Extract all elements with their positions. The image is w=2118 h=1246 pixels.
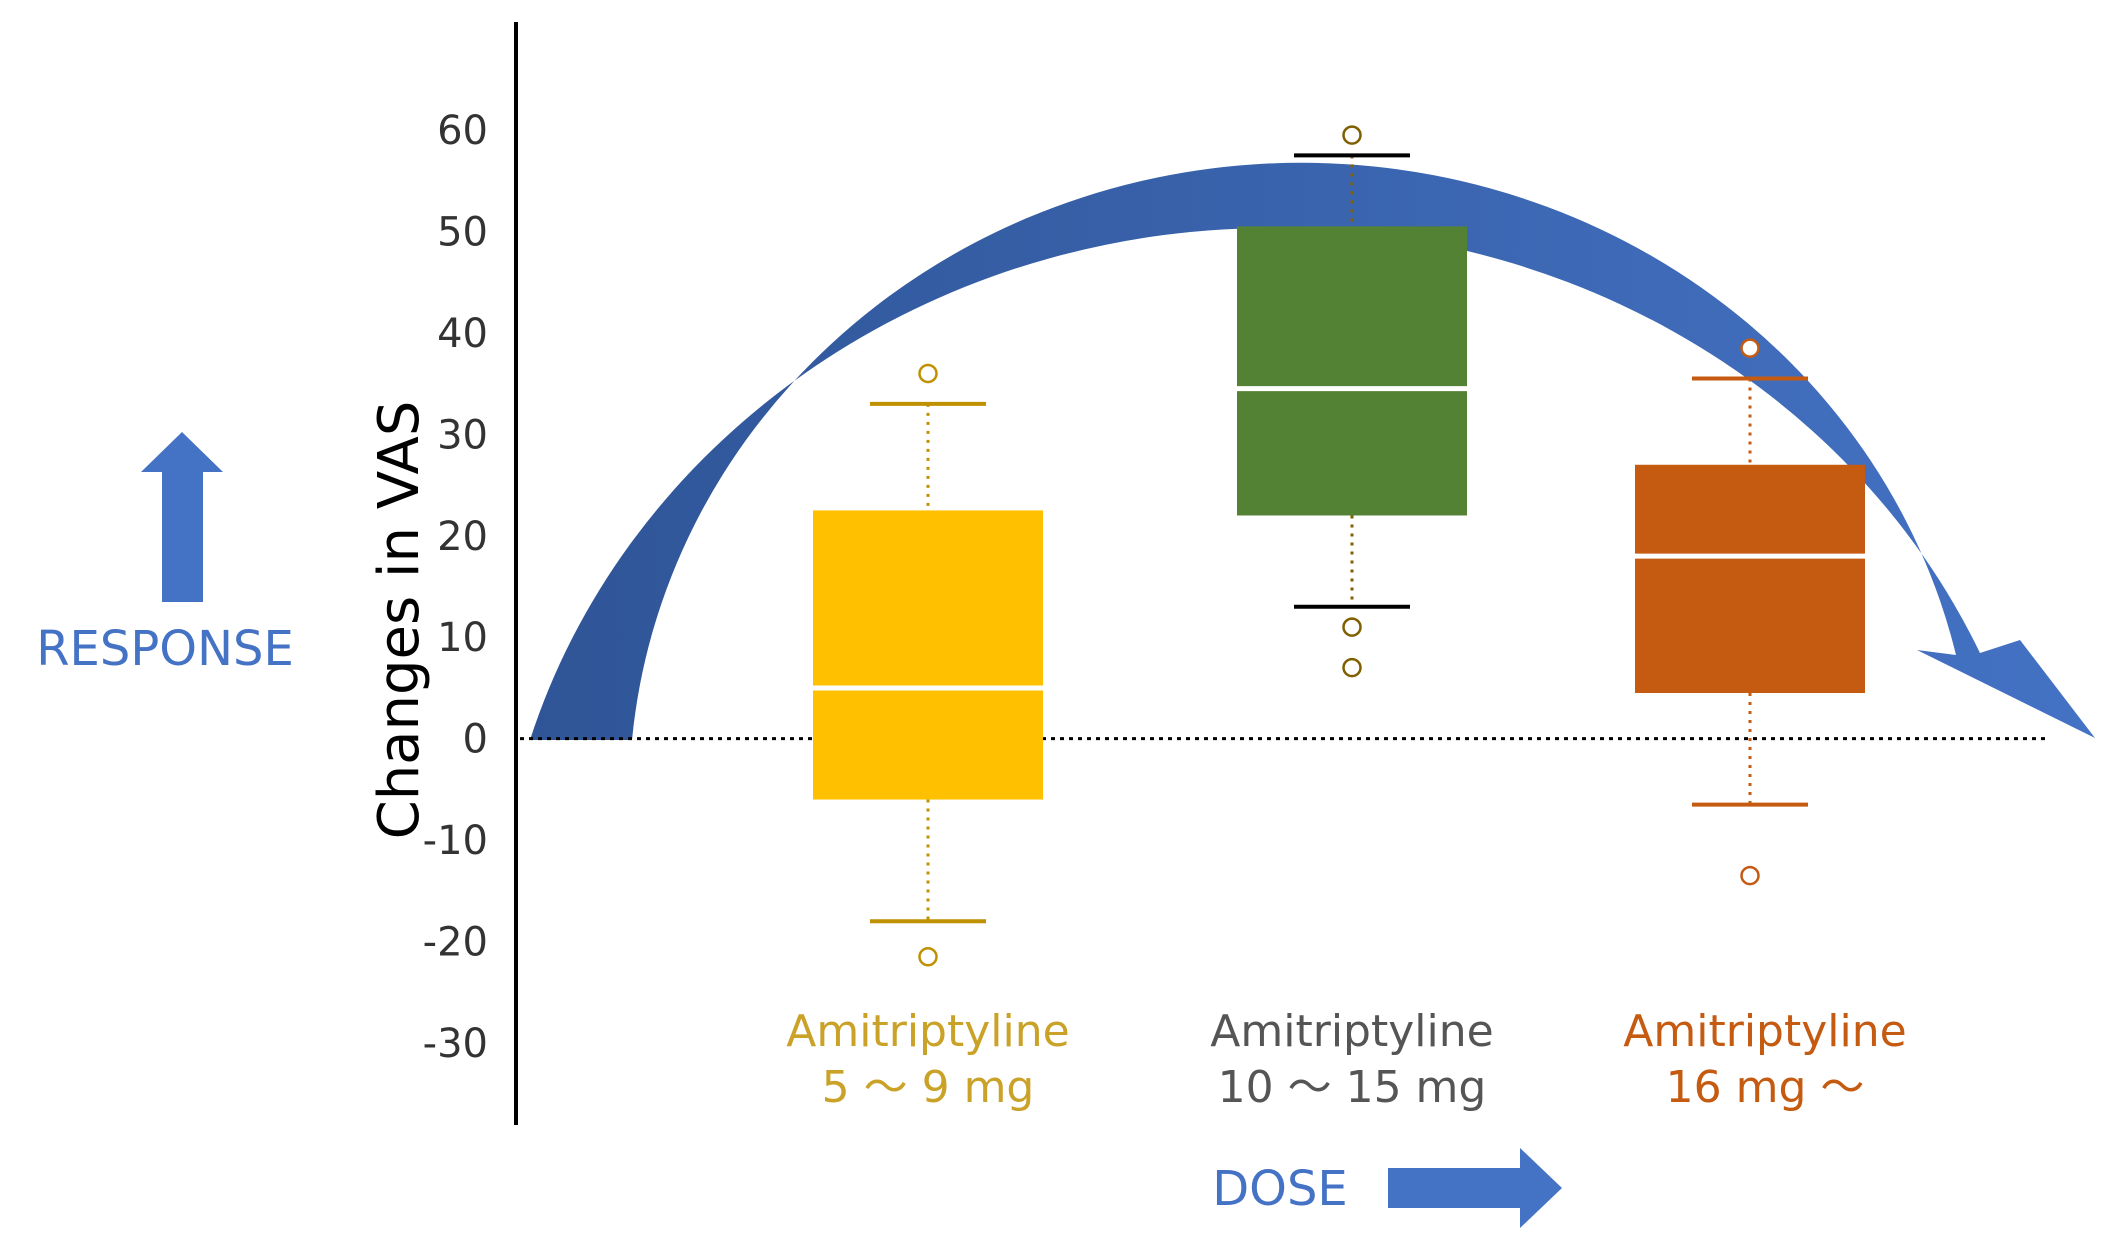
box-iqr (813, 510, 1043, 800)
y-tick-label: 50 (437, 209, 488, 255)
y-tick-label: 20 (437, 514, 488, 560)
y-tick-label: 10 (437, 615, 488, 661)
y-tick-label: 60 (437, 108, 488, 154)
box-group (1635, 338, 1865, 886)
outlier-point (1342, 657, 1362, 678)
outlier-point (1342, 617, 1362, 637)
box-iqr (1635, 464, 1865, 694)
group-label-dose: 16 mg ～ (1666, 1062, 1865, 1113)
box-plots (813, 125, 1865, 967)
y-tick-label: 40 (437, 311, 488, 357)
y-tick-label: -20 (423, 920, 488, 966)
group-label-dose: 10 ～ 15 mg (1218, 1062, 1487, 1113)
box-group (813, 363, 1043, 967)
outlier-point (1740, 865, 1760, 886)
response-label: RESPONSE (36, 621, 294, 677)
outlier-point (918, 363, 938, 384)
box-iqr (1237, 226, 1467, 516)
outlier-point (1342, 125, 1362, 145)
box-group (1237, 125, 1467, 678)
y-axis-title: Changes in VAS (367, 401, 432, 840)
y-tick-label: 30 (437, 412, 488, 458)
dose-response-arc (530, 162, 2095, 740)
dose-label: DOSE (1212, 1161, 1348, 1217)
y-tick-label: -10 (423, 818, 488, 864)
group-label-drug: Amitriptyline (786, 1006, 1069, 1057)
outlier-point (918, 947, 938, 967)
outlier-point (1740, 338, 1760, 358)
response-up-arrow-icon (141, 432, 223, 602)
y-tick-label: -30 (423, 1021, 488, 1067)
dose-right-arrow-icon (1388, 1148, 1562, 1228)
y-tick-label: 0 (463, 717, 488, 763)
group-label-dose: 5 ～ 9 mg (822, 1062, 1035, 1113)
y-tick-labels: 60 50 40 30 20 10 0 -10 -20 -30 (423, 108, 488, 1067)
group-label-drug: Amitriptyline (1210, 1006, 1493, 1057)
group-label-drug: Amitriptyline (1623, 1006, 1906, 1057)
